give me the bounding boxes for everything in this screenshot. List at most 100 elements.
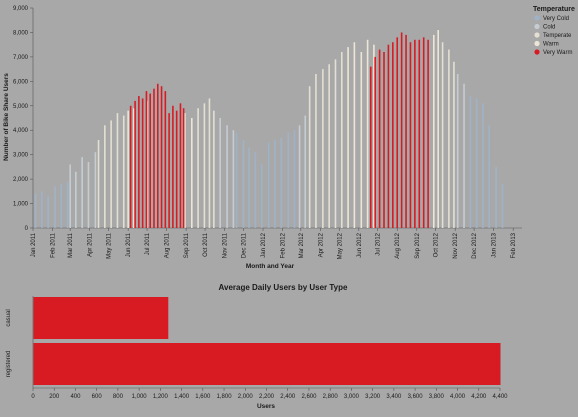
bottom-chart-axes: 0 200 400 600 800 1,000 1,200 1,400 1,600 1,800 2,…	[31, 296, 508, 400]
bottom-x-tick-label: 3,400	[386, 394, 402, 400]
temperature-bar-very-warm	[383, 52, 385, 228]
user-type-bar-casual	[33, 297, 169, 339]
temperature-bar-warm	[437, 30, 439, 228]
top-x-tick-label: Nov 2011	[223, 232, 229, 258]
top-x-tick-label: Aug 2011	[165, 232, 171, 258]
bottom-x-tick-label: 1,800	[217, 394, 233, 400]
top-chart-axes: 0 1,000 2,000 3,000 4,000 5,000 6,000 7,000 8,00…	[13, 6, 522, 259]
users-over-time-chart: 0 1,000 2,000 3,000 4,000 5,000 6,000 7,000 8,00…	[3, 6, 522, 270]
top-y-tick-label: 3,000	[13, 153, 29, 159]
top-x-tick-label: Dec 2012	[472, 232, 478, 258]
top-x-tick-label: May 2011	[107, 232, 113, 259]
temperature-bar-very-cold	[60, 184, 63, 228]
temperature-bar-cold	[87, 162, 90, 228]
legend-label-very-warm: Very Warm	[543, 50, 572, 56]
temperature-bar-very-cold	[280, 137, 283, 228]
temperature-bar-temperate	[340, 52, 343, 228]
temperature-bar-very-cold	[488, 125, 491, 228]
top-x-tick-label: Jul 2012	[376, 232, 382, 255]
top-x-tick-label: Jan 2011	[31, 232, 37, 257]
top-x-tick-label: Dec 2011	[241, 232, 247, 258]
temperature-bar-very-warm	[387, 44, 390, 228]
temperature-bar-very-cold	[34, 193, 37, 228]
bottom-x-tick-label: 1,000	[132, 394, 148, 400]
temperature-bar-cold	[226, 125, 228, 228]
temperature-bar-warm	[353, 42, 356, 228]
user-type-label-registered: registered	[6, 351, 12, 378]
temperature-bar-very-cold	[274, 140, 276, 228]
temperature-bar-very-warm	[396, 37, 399, 228]
temperature-bar-warm	[432, 34, 435, 228]
top-y-tick-label: 1,000	[13, 202, 29, 208]
temperature-bar-very-warm	[405, 34, 407, 228]
temperature-bar-warm	[184, 113, 186, 228]
temperature-bar-very-warm	[392, 42, 394, 228]
bottom-x-tick-label: 800	[113, 394, 124, 400]
top-x-tick-label: Mar 2012	[299, 232, 305, 258]
bottom-x-tick-label: 0	[31, 394, 35, 400]
bottom-x-tick-label: 600	[92, 394, 103, 400]
temperature-bar-very-warm	[129, 105, 132, 228]
legend-swatch-warm	[534, 40, 540, 47]
temperature-bar-warm	[366, 39, 369, 228]
top-x-tick-label: Sep 2011	[184, 232, 190, 258]
temperature-bar-very-cold	[66, 181, 69, 228]
temperature-bar-very-warm	[149, 93, 152, 228]
temperature-bar-temperate	[197, 108, 199, 228]
temperature-bar-temperate	[97, 140, 100, 228]
temperature-bar-very-warm	[134, 100, 136, 228]
temperature-bar-cold	[304, 115, 307, 228]
top-x-tick-label: Nov 2012	[453, 232, 459, 258]
temperature-bar-very-cold	[242, 140, 245, 228]
bottom-x-tick-label: 4,000	[450, 394, 466, 400]
temperature-bar-very-warm	[141, 98, 144, 228]
temperature-bar-very-warm	[145, 91, 148, 228]
temperature-bar-very-cold	[469, 96, 472, 228]
temperature-bar-warm	[373, 44, 375, 228]
temperature-bar-warm	[127, 110, 129, 228]
temperature-bar-very-cold	[482, 103, 484, 228]
top-x-tick-label: Jan 2013	[492, 232, 498, 257]
temperature-bar-very-warm	[369, 66, 372, 228]
bottom-x-tick-label: 1,200	[153, 394, 169, 400]
top-x-tick-label: Sep 2012	[415, 232, 421, 258]
legend-swatch-cold	[534, 23, 540, 30]
temperature-bar-very-warm	[378, 49, 381, 229]
user-type-bar-registered	[33, 343, 501, 385]
temperature-bar-very-warm	[422, 37, 425, 228]
top-x-tick-label: Jun 2011	[126, 232, 132, 257]
top-x-tick-label: Apr 2011	[88, 232, 94, 257]
bottom-x-tick-label: 1,600	[195, 394, 211, 400]
temperature-bar-temperate	[441, 42, 444, 228]
temperature-bar-very-warm	[164, 91, 167, 228]
temperature-bar-cold	[232, 130, 235, 228]
temperature-bar-very-cold	[47, 196, 49, 228]
temperature-bar-very-warm	[418, 39, 421, 228]
legend-label-very-cold: Very Cold	[543, 16, 569, 22]
temperature-bar-temperate	[213, 110, 215, 228]
bottom-x-tick-label: 2,400	[280, 394, 296, 400]
bottom-x-axis-title: Users	[257, 403, 275, 410]
top-y-tick-label: 7,000	[13, 55, 29, 61]
top-x-tick-label: Feb 2012	[281, 232, 287, 258]
temperature-bar-very-warm	[153, 88, 155, 228]
legend-title: Temperature	[533, 6, 575, 13]
bottom-x-tick-label: 4,200	[471, 394, 487, 400]
temperature-bar-temperate	[110, 120, 112, 228]
temperature-bar-temperate	[322, 69, 324, 228]
temperature-bar-temperate	[308, 86, 311, 228]
temperature-bar-very-cold	[254, 152, 257, 228]
temperature-bar-cold	[75, 171, 77, 228]
temperature-bar-very-warm	[374, 56, 376, 228]
top-x-tick-label: Feb 2011	[51, 232, 57, 258]
top-x-tick-label: Jul 2011	[145, 232, 151, 255]
top-chart-bars	[34, 30, 504, 229]
bottom-x-tick-label: 2,800	[323, 394, 339, 400]
temperature-bar-very-cold	[41, 191, 43, 228]
top-x-tick-label: Apr 2012	[318, 232, 324, 257]
temperature-bar-very-cold	[248, 147, 250, 228]
top-y-tick-label: 6,000	[13, 79, 29, 85]
top-y-tick-label: 8,000	[13, 30, 29, 36]
temperature-bar-cold	[81, 157, 83, 228]
